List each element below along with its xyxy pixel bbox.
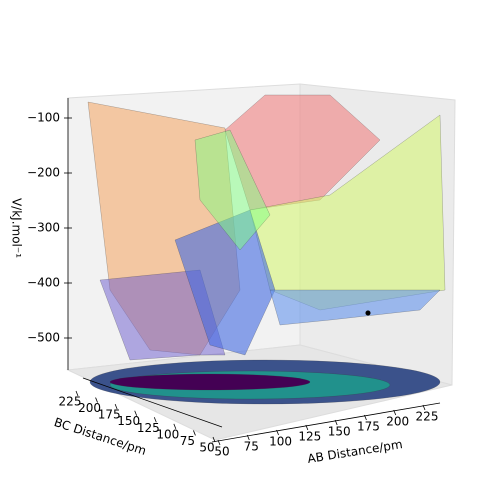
y-tick-label: 225 bbox=[59, 395, 82, 409]
x-axis-line bbox=[211, 402, 441, 443]
x-tick-label: 125 bbox=[298, 430, 321, 444]
y-tick bbox=[212, 436, 216, 443]
x-tick bbox=[246, 434, 250, 441]
z-axis-label: V/kJ.mol⁻¹ bbox=[10, 198, 24, 258]
minimum-point bbox=[365, 310, 371, 316]
z-tick-label: −200 bbox=[27, 166, 60, 180]
z-tick-label: −400 bbox=[27, 276, 60, 290]
x-tick bbox=[217, 439, 221, 446]
x-tick bbox=[334, 419, 338, 426]
z-tick-label: −300 bbox=[27, 221, 60, 235]
x-tick-label: 50 bbox=[214, 445, 229, 459]
x-tick-label: 225 bbox=[416, 410, 439, 424]
y-tick bbox=[153, 417, 157, 423]
y-tick-label: 125 bbox=[137, 421, 160, 435]
x-tick-label: 100 bbox=[269, 435, 292, 449]
y-tick-label: 50 bbox=[199, 441, 214, 455]
y-tick bbox=[134, 410, 138, 416]
z-tick-label: −100 bbox=[27, 111, 60, 125]
x-tick-label: 175 bbox=[357, 420, 380, 434]
x-tick bbox=[393, 409, 397, 416]
x-tick-label: 150 bbox=[328, 425, 351, 439]
surface-patch bbox=[194, 129, 271, 251]
y-tick-label: 150 bbox=[117, 414, 140, 428]
x-tick bbox=[276, 429, 279, 436]
surface-patch bbox=[269, 289, 441, 326]
z-tick-label: −500 bbox=[27, 331, 60, 345]
x-tick bbox=[364, 414, 367, 421]
y-tick-label: 175 bbox=[98, 408, 121, 422]
x-tick bbox=[305, 424, 309, 431]
y-axis-line bbox=[82, 377, 223, 428]
y-tick bbox=[95, 397, 98, 403]
y-tick-label: 200 bbox=[78, 401, 101, 415]
y-tick bbox=[193, 430, 196, 436]
y-tick bbox=[75, 390, 79, 397]
surface bbox=[87, 94, 446, 405]
y-tick bbox=[173, 423, 177, 430]
contour-floor bbox=[109, 373, 311, 391]
x-tick-label: 200 bbox=[386, 415, 409, 429]
y-tick bbox=[114, 403, 118, 410]
y-tick-label: 75 bbox=[180, 434, 195, 448]
x-tick-label: 75 bbox=[244, 440, 259, 454]
x-tick bbox=[422, 404, 426, 411]
y-tick-label: 100 bbox=[156, 427, 179, 441]
